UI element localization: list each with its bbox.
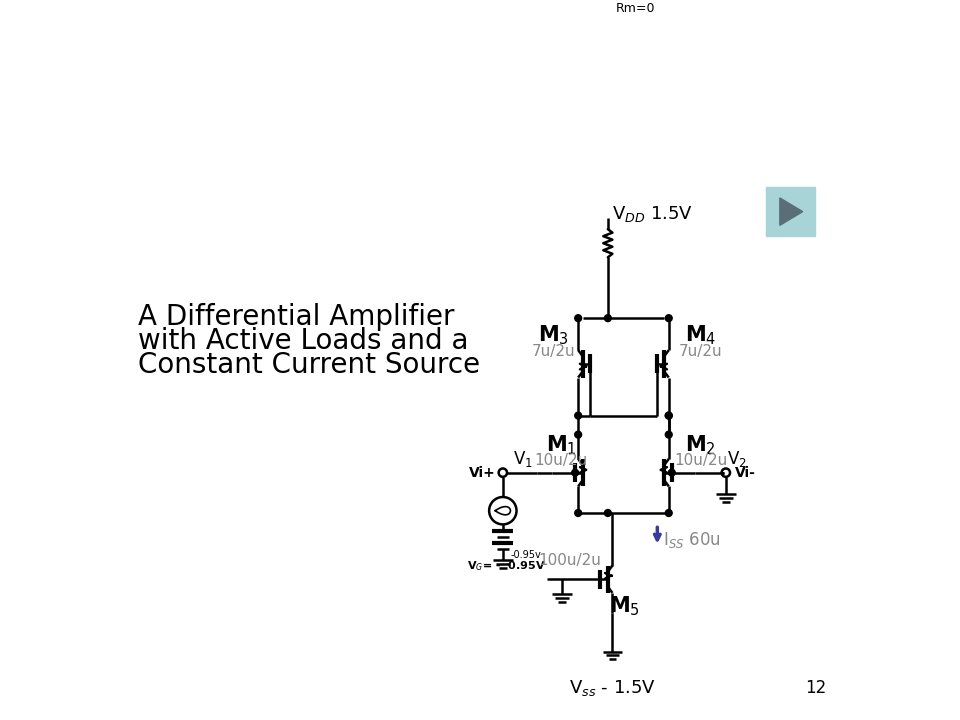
- Circle shape: [665, 315, 672, 322]
- Text: M$_5$: M$_5$: [609, 595, 640, 618]
- Text: V$_1$: V$_1$: [514, 449, 533, 469]
- Circle shape: [575, 510, 582, 516]
- Circle shape: [575, 412, 582, 419]
- Circle shape: [575, 431, 582, 438]
- Text: V$_2$: V$_2$: [728, 449, 747, 469]
- Circle shape: [665, 510, 672, 516]
- Circle shape: [605, 315, 612, 322]
- Text: V$_{DD}$ 1.5V: V$_{DD}$ 1.5V: [612, 204, 692, 224]
- Text: 12: 12: [805, 679, 827, 697]
- Circle shape: [665, 431, 672, 438]
- Circle shape: [668, 469, 675, 476]
- Text: A Differential Amplifier: A Differential Amplifier: [137, 302, 454, 330]
- Text: -0.95v: -0.95v: [511, 550, 541, 560]
- Text: 7u/2u: 7u/2u: [532, 344, 576, 359]
- Text: 100u/2u: 100u/2u: [539, 553, 601, 567]
- Bar: [766, 187, 815, 236]
- Text: 7u/2u: 7u/2u: [679, 344, 723, 359]
- Text: M$_1$: M$_1$: [546, 433, 577, 457]
- Circle shape: [572, 469, 579, 476]
- Text: M$_4$: M$_4$: [685, 323, 716, 347]
- Circle shape: [605, 510, 612, 516]
- Text: 10u/2u: 10u/2u: [674, 453, 728, 468]
- Text: M$_3$: M$_3$: [539, 323, 569, 347]
- Text: Vi+: Vi+: [468, 466, 495, 480]
- Text: V$_G$= -  0.95V: V$_G$= - 0.95V: [467, 559, 545, 573]
- Text: V$_{ss}$ - 1.5V: V$_{ss}$ - 1.5V: [569, 678, 656, 698]
- Text: 10u/2u: 10u/2u: [535, 453, 588, 468]
- Text: Vi-: Vi-: [735, 466, 756, 480]
- Text: with Active Loads and a: with Active Loads and a: [137, 327, 468, 355]
- Circle shape: [575, 315, 582, 322]
- Text: Rm=0: Rm=0: [615, 2, 655, 15]
- Text: I$_{SS}$ 60u: I$_{SS}$ 60u: [663, 530, 721, 549]
- Text: Constant Current Source: Constant Current Source: [137, 351, 480, 379]
- Circle shape: [665, 412, 672, 419]
- Text: M$_2$: M$_2$: [685, 433, 716, 457]
- Polygon shape: [780, 198, 803, 225]
- Circle shape: [665, 412, 672, 419]
